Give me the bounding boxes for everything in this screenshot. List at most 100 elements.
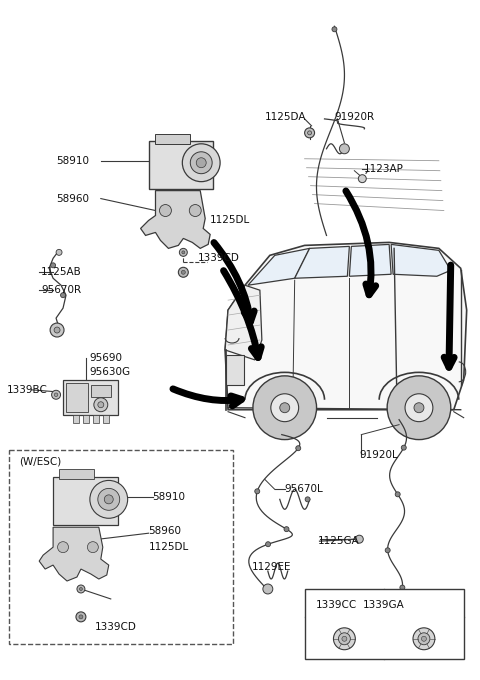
- Circle shape: [413, 628, 435, 649]
- Circle shape: [87, 542, 98, 553]
- Text: 1339GA: 1339GA: [363, 600, 405, 610]
- Circle shape: [400, 585, 405, 590]
- Bar: [53, 477, 118, 525]
- Circle shape: [421, 636, 426, 641]
- Bar: [305, 589, 464, 659]
- Circle shape: [308, 131, 312, 135]
- Circle shape: [271, 394, 299, 422]
- Circle shape: [305, 128, 314, 138]
- Text: 91920L: 91920L: [360, 449, 398, 460]
- Circle shape: [182, 251, 185, 254]
- Polygon shape: [39, 527, 109, 581]
- Text: 91920R: 91920R: [335, 112, 374, 122]
- Polygon shape: [141, 190, 210, 248]
- Text: 58960: 58960: [148, 526, 181, 537]
- Text: 1339BC: 1339BC: [6, 385, 47, 395]
- Text: 1125GA: 1125GA: [318, 536, 360, 546]
- Circle shape: [253, 376, 316, 439]
- Bar: [59, 469, 94, 479]
- Circle shape: [418, 633, 430, 645]
- Polygon shape: [391, 244, 451, 276]
- Text: 58910: 58910: [56, 156, 89, 166]
- Circle shape: [355, 535, 363, 543]
- Circle shape: [58, 542, 69, 553]
- Bar: [83, 415, 89, 423]
- Text: 58960: 58960: [56, 194, 89, 203]
- Bar: [91, 385, 111, 396]
- Circle shape: [179, 267, 188, 277]
- Circle shape: [90, 481, 128, 518]
- Circle shape: [104, 495, 113, 504]
- Text: 1339CD: 1339CD: [95, 622, 137, 632]
- Text: 1125DA: 1125DA: [265, 112, 306, 122]
- Bar: [103, 415, 109, 423]
- Circle shape: [338, 633, 350, 645]
- Text: 1125DL: 1125DL: [210, 216, 251, 226]
- Circle shape: [180, 248, 187, 256]
- Circle shape: [196, 158, 206, 168]
- Text: 1125DL: 1125DL: [148, 542, 189, 552]
- Polygon shape: [248, 248, 310, 285]
- Circle shape: [332, 27, 337, 32]
- Circle shape: [339, 143, 349, 154]
- Circle shape: [54, 393, 58, 396]
- Circle shape: [182, 143, 220, 182]
- Text: 1123AP: 1123AP: [364, 164, 404, 173]
- Circle shape: [280, 403, 290, 413]
- Text: 95670R: 95670R: [41, 285, 81, 295]
- Circle shape: [395, 492, 400, 497]
- Text: 58910: 58910: [153, 492, 185, 503]
- Circle shape: [181, 270, 185, 274]
- Polygon shape: [295, 246, 349, 278]
- Bar: [226, 355, 244, 385]
- Circle shape: [255, 489, 260, 494]
- Bar: [73, 415, 79, 423]
- Polygon shape: [225, 285, 262, 360]
- Text: 1339CC: 1339CC: [316, 600, 357, 610]
- Circle shape: [94, 398, 108, 411]
- Circle shape: [401, 445, 406, 450]
- Circle shape: [305, 497, 310, 502]
- Circle shape: [405, 394, 433, 422]
- Text: 95670L: 95670L: [285, 484, 324, 494]
- Circle shape: [334, 628, 355, 649]
- Circle shape: [50, 323, 64, 337]
- Bar: [63, 380, 118, 415]
- Text: 1125AB: 1125AB: [41, 267, 82, 277]
- Circle shape: [265, 542, 271, 547]
- Text: 1129EE: 1129EE: [252, 562, 291, 572]
- Bar: [148, 141, 213, 188]
- Circle shape: [51, 390, 60, 399]
- Circle shape: [190, 152, 212, 173]
- Text: 95690: 95690: [89, 353, 122, 363]
- Text: 95630G: 95630G: [89, 367, 130, 377]
- Bar: [9, 449, 233, 644]
- Circle shape: [77, 585, 85, 593]
- Circle shape: [284, 526, 289, 532]
- Circle shape: [159, 205, 171, 216]
- Circle shape: [79, 588, 83, 590]
- Circle shape: [56, 250, 62, 256]
- Circle shape: [76, 612, 86, 622]
- Circle shape: [50, 262, 56, 268]
- Polygon shape: [225, 242, 467, 410]
- Circle shape: [189, 205, 201, 216]
- Circle shape: [54, 327, 60, 333]
- Circle shape: [358, 175, 366, 183]
- Polygon shape: [349, 244, 391, 276]
- Circle shape: [296, 445, 301, 451]
- Text: (W/ESC): (W/ESC): [19, 456, 61, 466]
- Bar: [93, 415, 99, 423]
- Circle shape: [98, 402, 104, 408]
- Bar: [66, 383, 88, 411]
- Circle shape: [98, 488, 120, 510]
- Bar: [156, 134, 190, 143]
- Text: 1339CD: 1339CD: [198, 254, 240, 263]
- Circle shape: [414, 403, 424, 413]
- Circle shape: [342, 636, 347, 641]
- Circle shape: [79, 615, 83, 619]
- Circle shape: [263, 584, 273, 594]
- Circle shape: [385, 548, 390, 553]
- Circle shape: [387, 376, 451, 439]
- Circle shape: [60, 292, 65, 298]
